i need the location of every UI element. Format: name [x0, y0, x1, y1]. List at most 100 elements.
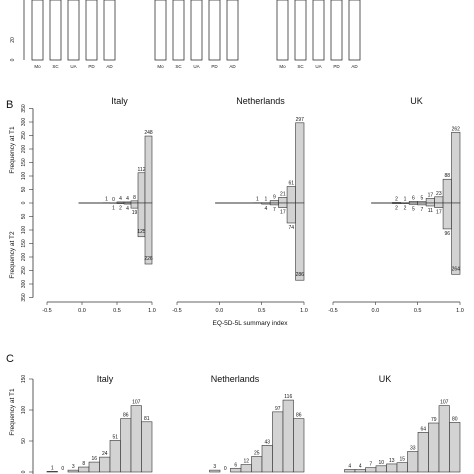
bar-a [190, 0, 203, 61]
panel-label-c: C [6, 353, 14, 365]
bar-t2 [425, 202, 435, 207]
data-label-c: 43 [264, 439, 270, 445]
y-tick-label-b: 200 [21, 145, 27, 154]
x-tick-label-b: 0.0 [372, 308, 380, 314]
data-label-t2: 7 [421, 207, 424, 213]
bar-t2 [451, 202, 461, 275]
bar-a [330, 0, 343, 61]
data-label-t2: 2 [404, 206, 407, 212]
bar-c [120, 418, 132, 473]
bar-c [109, 440, 121, 473]
xlabel-b: EQ-5D-5L summary index [213, 320, 289, 327]
data-label-t1: 5 [421, 196, 424, 202]
data-label-c: 13 [389, 458, 395, 464]
data-label-t2: 2 [119, 206, 122, 212]
y-tick-label-b: 350 [21, 104, 27, 113]
data-label-t1: 2 [395, 196, 398, 202]
subplot-title: Netherlands [236, 96, 285, 106]
data-label-c: 4 [348, 464, 351, 470]
data-label-c: 25 [254, 451, 260, 457]
data-label-t1: 4 [119, 196, 122, 202]
data-label-c: 7 [369, 462, 372, 468]
subplot-title-c: Netherlands [211, 374, 260, 384]
panel-label-b: B [6, 99, 13, 111]
y-tick-label-c: 50 [21, 438, 27, 444]
ylabel-t2: Frequency at T2 [9, 231, 16, 279]
data-label-t2: 74 [289, 225, 295, 231]
bar-c [396, 462, 408, 473]
x-tick-a: PD [333, 64, 340, 69]
x-tick-a: UA [315, 64, 321, 69]
bar-t2 [400, 202, 410, 204]
bar-t2 [391, 202, 402, 204]
bar-c [272, 411, 284, 473]
bar-a [49, 0, 62, 61]
bar-a [67, 0, 80, 61]
y-tick-label-b: 250 [21, 131, 27, 140]
x-tick-label-b: 0.5 [113, 308, 121, 314]
bar-a [208, 0, 221, 61]
data-label-c: 1 [51, 465, 54, 471]
y-tick-label-b: 350 [21, 293, 27, 302]
bar-t1 [286, 186, 296, 204]
y-tick-label-b: 0 [21, 201, 27, 204]
y-tick-label-b: 300 [21, 280, 27, 289]
data-label-t2: 4 [265, 206, 268, 212]
data-label-t2: 264 [452, 266, 461, 272]
data-label-c: 6 [234, 462, 237, 468]
data-label-t2: 1 [112, 205, 115, 211]
data-label-t1: 8 [133, 195, 136, 201]
x-tick-label-b: 1.0 [456, 308, 464, 314]
bar-a [276, 0, 289, 61]
x-tick-label-b: -0.5 [42, 308, 51, 314]
y-tick-label-b: 200 [21, 253, 27, 262]
data-label-t2: 17 [280, 210, 286, 216]
bar-c [282, 399, 294, 473]
bar-c [78, 466, 90, 473]
bar-c [354, 469, 366, 473]
data-label-c: 15 [399, 457, 405, 463]
data-label-t1: 88 [445, 173, 451, 179]
bar-t2 [278, 202, 288, 208]
data-label-c: 81 [144, 416, 150, 422]
data-label-t2: 2 [395, 206, 398, 212]
y-tick-a: 0 [10, 58, 16, 61]
y-tick-label-b: 250 [21, 266, 27, 275]
data-label-c: 8 [82, 461, 85, 467]
data-label-t2: 17 [436, 210, 442, 216]
bar-t2 [130, 202, 139, 209]
data-label-t1: 112 [138, 167, 146, 173]
bar-a [312, 0, 325, 61]
data-label-c: 97 [275, 406, 281, 412]
bar-c [428, 422, 440, 473]
data-label-c: 10 [378, 460, 384, 466]
data-label-t2: 11 [428, 208, 433, 214]
data-label-c: 79 [431, 417, 437, 423]
x-tick-a: SC [52, 64, 59, 69]
x-tick-a: AD [229, 64, 236, 69]
bar-c [230, 467, 242, 473]
ylabel-t1: Frequency at T1 [9, 126, 16, 174]
y-tick-label-c: 100 [21, 406, 27, 415]
y-tick-label-b: 150 [21, 239, 27, 248]
x-tick-a: SC [297, 64, 304, 69]
data-label-t1: 23 [436, 191, 442, 197]
y-tick-a: 20 [10, 37, 16, 43]
bar-t1 [144, 135, 153, 204]
bar-t2 [116, 202, 125, 204]
bar-c [209, 469, 221, 473]
data-label-c: 24 [102, 451, 108, 457]
bar-t1 [442, 178, 452, 204]
x-tick-a: PD [211, 64, 218, 69]
data-label-c: 12 [243, 459, 249, 465]
bar-t2 [123, 202, 132, 205]
bar-t2 [417, 202, 427, 206]
x-tick-label-b: 0.0 [216, 308, 224, 314]
data-label-t1: 0 [112, 197, 115, 203]
bar-c [88, 461, 100, 473]
data-label-t1: 297 [296, 117, 305, 123]
data-label-t1: 4 [126, 196, 129, 202]
data-label-c: 64 [420, 426, 426, 432]
x-tick-label-b: 0.5 [414, 308, 422, 314]
bar-c [293, 418, 305, 473]
